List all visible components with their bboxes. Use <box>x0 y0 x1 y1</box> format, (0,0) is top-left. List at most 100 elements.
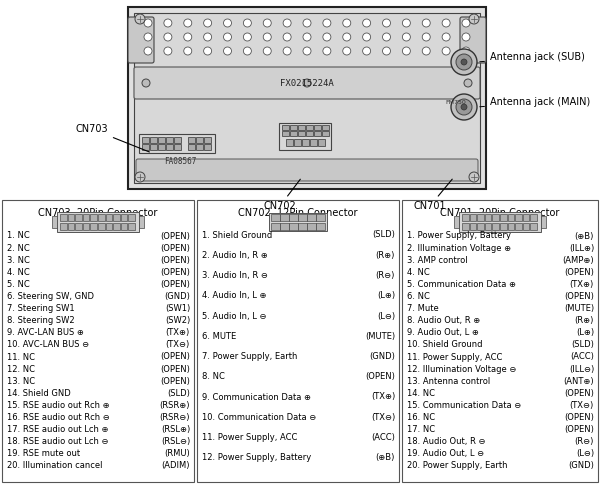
Circle shape <box>403 33 410 41</box>
Text: (L⊕): (L⊕) <box>576 328 594 337</box>
Bar <box>462 223 469 230</box>
Text: 4. Audio In, L ⊕: 4. Audio In, L ⊕ <box>202 291 266 300</box>
Text: FA08567: FA08567 <box>164 157 196 166</box>
FancyBboxPatch shape <box>150 137 157 143</box>
Circle shape <box>184 47 192 55</box>
FancyBboxPatch shape <box>290 125 297 130</box>
Bar <box>462 214 469 221</box>
Text: (R⊕): (R⊕) <box>575 316 594 325</box>
FancyBboxPatch shape <box>314 131 321 136</box>
Text: (ANT⊕): (ANT⊕) <box>563 377 594 386</box>
Text: (L⊕): (L⊕) <box>377 291 395 300</box>
Text: (TX⊖): (TX⊖) <box>166 340 190 349</box>
Text: (MUTE): (MUTE) <box>365 332 395 341</box>
Text: 10. Communication Data ⊖: 10. Communication Data ⊖ <box>202 413 316 422</box>
Text: (ADIM): (ADIM) <box>161 461 190 470</box>
Circle shape <box>283 47 291 55</box>
FancyBboxPatch shape <box>134 67 480 99</box>
Circle shape <box>362 33 371 41</box>
Text: 8. Audio Out, R ⊕: 8. Audio Out, R ⊕ <box>407 316 480 325</box>
Circle shape <box>383 33 391 41</box>
Circle shape <box>456 99 472 115</box>
Bar <box>98 214 104 221</box>
Circle shape <box>142 79 150 87</box>
Text: 13. Antenna control: 13. Antenna control <box>407 377 490 386</box>
Circle shape <box>343 33 351 41</box>
Bar <box>128 223 135 230</box>
Text: 3. AMP control: 3. AMP control <box>407 256 467 265</box>
Circle shape <box>383 19 391 27</box>
Text: (TX⊖): (TX⊖) <box>371 413 395 422</box>
Text: 14. NC: 14. NC <box>407 389 435 398</box>
Text: CN701: CN701 <box>413 179 452 211</box>
Text: (L⊖): (L⊖) <box>377 312 395 320</box>
Circle shape <box>323 47 331 55</box>
Text: 19. RSE mute out: 19. RSE mute out <box>7 449 80 458</box>
FancyBboxPatch shape <box>298 125 305 130</box>
Bar <box>477 223 484 230</box>
Text: CN703  20Pin Connector: CN703 20Pin Connector <box>38 208 158 218</box>
Circle shape <box>303 47 311 55</box>
Text: CN702: CN702 <box>263 179 301 211</box>
Circle shape <box>203 19 212 27</box>
Bar <box>128 214 135 221</box>
FancyBboxPatch shape <box>128 7 486 189</box>
Text: 19. Audio Out, L ⊖: 19. Audio Out, L ⊖ <box>407 449 484 458</box>
FancyBboxPatch shape <box>188 137 195 143</box>
Bar <box>91 223 97 230</box>
Text: 17. NC: 17. NC <box>407 425 435 434</box>
Text: (OPEN): (OPEN) <box>564 425 594 434</box>
Text: 11. Power Supply, ACC: 11. Power Supply, ACC <box>202 433 298 442</box>
FancyBboxPatch shape <box>142 137 149 143</box>
Text: (OPEN): (OPEN) <box>564 389 594 398</box>
Text: FX0215224A: FX0215224A <box>280 78 334 88</box>
Text: (R⊖): (R⊖) <box>376 271 395 280</box>
Text: (OPEN): (OPEN) <box>160 364 190 374</box>
FancyBboxPatch shape <box>286 139 293 146</box>
FancyBboxPatch shape <box>306 125 313 130</box>
Text: (TX⊕): (TX⊕) <box>371 393 395 402</box>
Text: (OPEN): (OPEN) <box>160 280 190 289</box>
Circle shape <box>461 59 467 65</box>
Text: 11. NC: 11. NC <box>7 352 35 362</box>
Text: 10. Shield Ground: 10. Shield Ground <box>407 340 482 349</box>
Bar <box>477 214 484 221</box>
Bar <box>298 223 307 230</box>
Circle shape <box>442 33 450 41</box>
Text: (RSR⊕): (RSR⊕) <box>160 401 190 410</box>
Text: (R⊖): (R⊖) <box>575 437 594 446</box>
FancyBboxPatch shape <box>196 137 203 143</box>
Bar <box>485 223 491 230</box>
Text: (SW1): (SW1) <box>165 304 190 313</box>
FancyBboxPatch shape <box>314 125 321 130</box>
Circle shape <box>451 49 477 75</box>
Text: (GND): (GND) <box>164 292 190 301</box>
Text: 13. NC: 13. NC <box>7 377 35 386</box>
Circle shape <box>135 172 145 182</box>
Text: 16. NC: 16. NC <box>407 413 435 422</box>
FancyBboxPatch shape <box>322 131 329 136</box>
Text: 1. Shield Ground: 1. Shield Ground <box>202 230 272 240</box>
Text: 11. Power Supply, ACC: 11. Power Supply, ACC <box>407 352 502 362</box>
Text: 10. AVC-LAN BUS ⊖: 10. AVC-LAN BUS ⊖ <box>7 340 89 349</box>
Bar <box>197 200 399 482</box>
Circle shape <box>462 47 470 55</box>
Text: 3. Audio In, R ⊖: 3. Audio In, R ⊖ <box>202 271 268 280</box>
Text: (RMU): (RMU) <box>164 449 190 458</box>
Text: (GND): (GND) <box>568 461 594 470</box>
Circle shape <box>203 33 212 41</box>
Circle shape <box>403 47 410 55</box>
Bar <box>515 214 522 221</box>
Bar <box>68 223 74 230</box>
Circle shape <box>263 33 271 41</box>
Text: Antenna jack (SUB): Antenna jack (SUB) <box>480 52 585 62</box>
Text: 4. NC: 4. NC <box>7 268 30 277</box>
Text: FM750: FM750 <box>446 100 466 105</box>
Bar <box>289 223 298 230</box>
Text: (OPEN): (OPEN) <box>564 268 594 277</box>
FancyBboxPatch shape <box>204 137 211 143</box>
Bar <box>508 214 514 221</box>
Circle shape <box>362 47 371 55</box>
Text: 3. NC: 3. NC <box>7 256 30 265</box>
Text: 2. Illumination Voltage ⊕: 2. Illumination Voltage ⊕ <box>407 243 511 253</box>
